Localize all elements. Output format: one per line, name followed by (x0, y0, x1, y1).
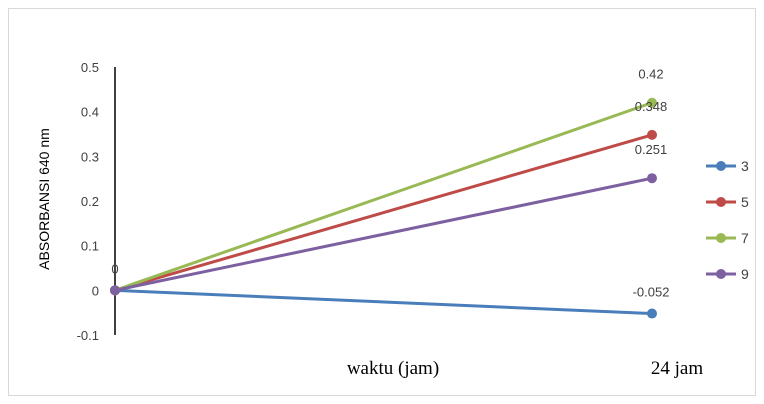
y-axis-title: ABSORBANSI 640 nm (36, 128, 52, 270)
data-point-9 (110, 285, 120, 296)
line-chart: -0.1 0 0.1 0.2 0.3 0.4 0.5 ABSORBANSI 640 nm w… (36, 60, 749, 379)
x-axis-title: waktu (jam) (347, 358, 439, 379)
legend-label-5: 5 (741, 194, 749, 210)
data-point-9 (647, 173, 657, 184)
y-tick-label: 0.4 (81, 105, 99, 120)
y-tick-label: 0 (92, 283, 99, 298)
legend: 3 5 7 9 (706, 158, 749, 282)
series-line-9 (113, 176, 654, 292)
legend-label-9: 9 (741, 266, 749, 282)
series-line-7 (113, 101, 654, 292)
data-labels: 0 -0.052 0.348 0.42 0.251 (111, 67, 669, 300)
legend-marker-7 (716, 233, 726, 243)
data-point-5 (647, 129, 657, 140)
y-tick-label: 0.5 (81, 60, 99, 75)
y-tick-label: -0.1 (77, 328, 99, 343)
legend-marker-5 (716, 197, 726, 207)
series-lines (110, 97, 657, 319)
legend-marker-9 (716, 269, 726, 279)
data-label-start: 0 (111, 261, 118, 276)
series-line-5 (113, 133, 654, 292)
y-tick-label: 0.2 (81, 194, 99, 209)
series-line-3 (113, 288, 654, 316)
data-point-7 (647, 97, 657, 108)
chart-area: -0.1 0 0.1 0.2 0.3 0.4 0.5 ABSORBANSI 640 nm w… (8, 8, 756, 396)
legend-label-3: 3 (741, 158, 749, 174)
data-point-3 (647, 308, 657, 319)
data-label-9: 0.251 (635, 142, 668, 157)
y-tick-label: 0.1 (81, 239, 99, 254)
legend-label-7: 7 (741, 230, 749, 246)
y-tick-label: 0.3 (81, 149, 99, 164)
data-label-7: 0.42 (638, 67, 663, 82)
legend-marker-3 (716, 161, 726, 171)
data-label-3: -0.052 (633, 285, 670, 300)
y-tick-labels: -0.1 0 0.1 0.2 0.3 0.4 0.5 (77, 60, 99, 343)
data-label-5: 0.348 (635, 99, 668, 114)
x-category-label: 24 jam (651, 358, 703, 379)
